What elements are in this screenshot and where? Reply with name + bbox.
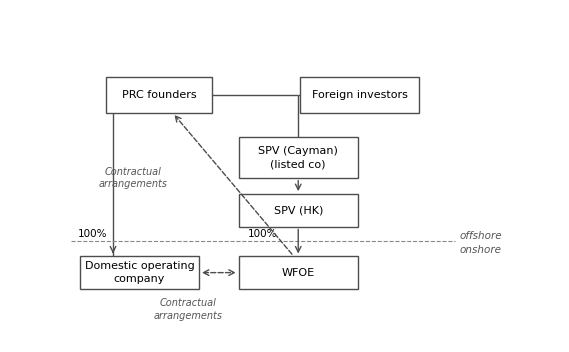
- Bar: [239, 137, 358, 178]
- Text: Foreign investors: Foreign investors: [312, 90, 408, 100]
- Bar: [239, 194, 358, 227]
- Text: 100%: 100%: [248, 229, 277, 239]
- Bar: [300, 77, 419, 113]
- Text: SPV (HK): SPV (HK): [274, 205, 323, 215]
- Text: Contractual
arrangements: Contractual arrangements: [154, 298, 222, 321]
- Text: onshore: onshore: [459, 245, 501, 254]
- Bar: [239, 256, 358, 289]
- Text: offshore: offshore: [459, 231, 502, 241]
- Text: WFOE: WFOE: [282, 268, 315, 278]
- Text: PRC founders: PRC founders: [122, 90, 197, 100]
- Text: Contractual
arrangements: Contractual arrangements: [98, 166, 167, 189]
- Text: Domestic operating
company: Domestic operating company: [85, 261, 195, 284]
- Text: 100%: 100%: [78, 229, 107, 239]
- Text: SPV (Cayman)
(listed co): SPV (Cayman) (listed co): [258, 146, 338, 169]
- Bar: [80, 256, 199, 289]
- Bar: [106, 77, 212, 113]
